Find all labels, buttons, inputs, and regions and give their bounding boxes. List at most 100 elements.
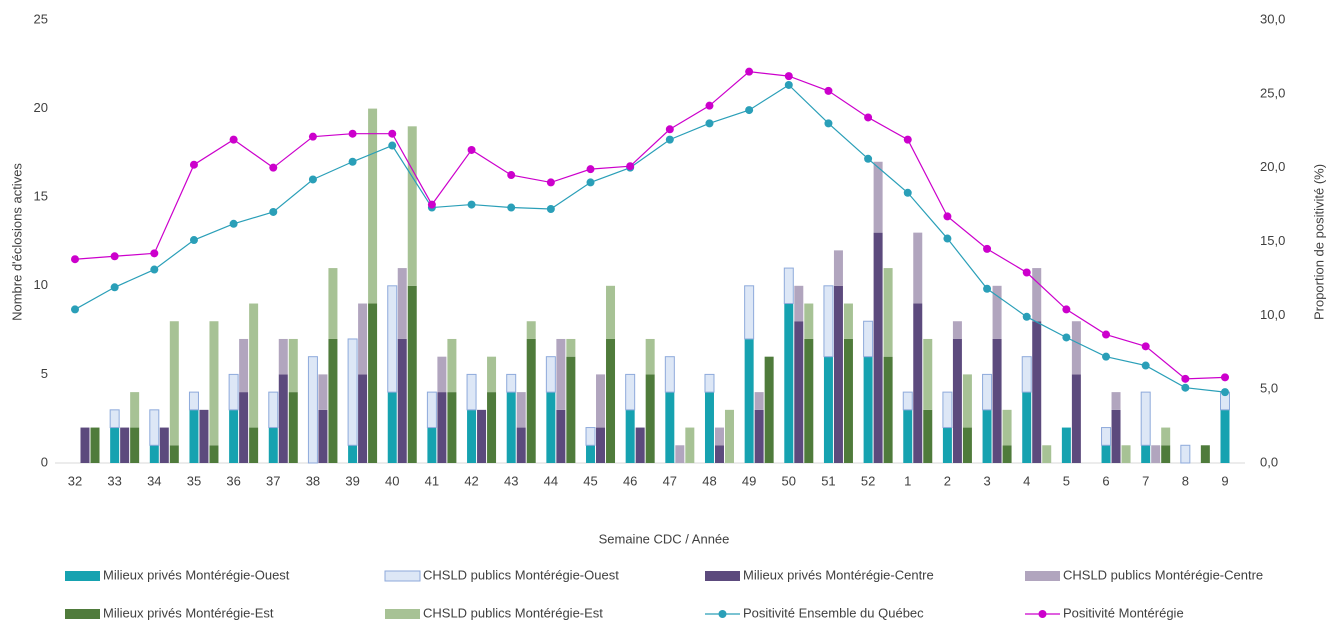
bar [883,356,893,463]
bar [992,338,1002,463]
bar [923,409,933,463]
bar [130,392,140,428]
x-tick-label: 1 [904,473,911,488]
bar [1180,444,1191,464]
y2-tick-label: 0,0 [1260,454,1278,469]
x-tick-label: 37 [266,473,280,488]
bar [883,268,893,357]
x-tick-label: 8 [1182,473,1189,488]
bar [477,409,487,463]
bar [109,409,120,429]
bar [426,391,437,429]
line-point [983,244,992,253]
line-point [903,188,912,197]
x-tick-label: 44 [544,473,558,488]
y2-tick-label: 10,0 [1260,307,1285,322]
x-tick-label: 47 [663,473,677,488]
line-point [665,135,674,144]
bar [843,303,853,339]
x-tick-label: 39 [345,473,359,488]
bar [1101,445,1111,463]
bar [1151,445,1161,463]
x-tick-label: 45 [583,473,597,488]
line-point [388,129,397,138]
bar [80,427,90,463]
bar [526,338,536,463]
line-point [745,106,754,115]
bar [1032,321,1042,463]
bar [833,285,843,463]
bar [1032,268,1042,322]
bar [1021,356,1032,393]
bar [675,445,685,463]
bar [556,409,566,463]
bar [606,285,616,339]
x-tick-label: 50 [782,473,796,488]
line-point [1141,342,1150,351]
line-point [943,234,952,243]
bar [1161,427,1171,446]
bar [368,108,378,304]
legend-label: CHSLD publics Montérégie-Ouest [423,567,619,582]
line-point [864,154,873,163]
bar [1161,445,1171,463]
bar [1002,445,1012,463]
bar [982,373,993,411]
bar [387,285,398,393]
line-point [229,219,238,228]
bar [545,356,556,393]
bar [526,321,536,339]
line-point [507,171,516,180]
bar [358,374,368,463]
line-point [903,135,912,144]
y-tick-label: 10 [34,277,48,292]
bar [318,409,328,463]
x-tick-label: 7 [1142,473,1149,488]
bar [1200,445,1210,463]
bar [823,285,834,358]
bar [278,338,288,375]
bar [397,338,407,463]
line-point [1022,312,1031,321]
line-point [745,67,754,76]
line-point [1062,333,1071,342]
bar [407,285,417,463]
bar [1071,321,1081,375]
line-point [427,200,436,209]
bar [804,303,814,339]
bar [188,391,199,411]
bar [863,356,873,463]
y-axis-title: Nombre d'éclosions actives [9,163,24,321]
x-tick-label: 46 [623,473,637,488]
bar [585,427,596,446]
line-point [1102,330,1111,339]
bar [328,268,338,339]
bar [189,409,199,463]
bar [1111,392,1121,410]
line-point [269,207,278,216]
bar [823,356,833,463]
line-point [665,125,674,134]
bar [268,391,279,429]
bar [903,409,913,463]
bar [962,374,972,428]
line-point [705,101,714,110]
y2-tick-label: 30,0 [1260,11,1285,26]
x-tick-label: 41 [425,473,439,488]
bar [437,392,447,463]
bar [288,338,298,393]
legend-swatch [65,609,100,619]
bar [328,338,338,463]
bar [783,267,794,305]
line-point [388,141,397,150]
bar [744,285,755,340]
bar [704,392,714,463]
legend-swatch [65,571,100,581]
line-point [824,119,833,128]
bar [387,392,397,463]
bar [942,391,953,429]
bar [1022,392,1032,463]
y2-tick-label: 20,0 [1260,159,1285,174]
bar [764,356,774,463]
x-tick-label: 51 [821,473,835,488]
